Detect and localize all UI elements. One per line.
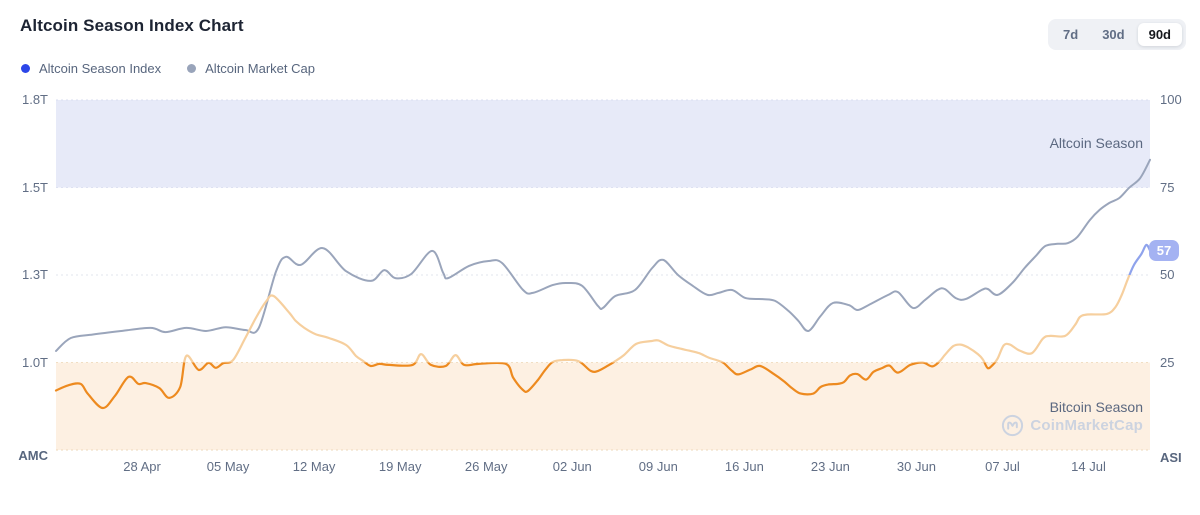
bitcoin-season-band-label: Bitcoin Season <box>1049 399 1143 415</box>
x-tick-09-Jun: 09 Jun <box>638 459 678 474</box>
range-7d-button[interactable]: 7d <box>1052 23 1089 46</box>
y-right-tick-25: 25 <box>1160 354 1175 370</box>
current-index-value-badge: 57 <box>1149 240 1179 261</box>
y-left-tick-1.8T: 1.8T <box>21 92 48 107</box>
line-asi-neutral <box>183 275 1131 363</box>
legend-item-altcoin-market-cap[interactable]: Altcoin Market Cap <box>187 61 315 76</box>
y-left-tick-1.5T: 1.5T <box>21 179 48 195</box>
y-left-tick-1.0T: 1.0T <box>21 354 48 370</box>
y-left-tick-1.3T: 1.3T <box>21 267 48 282</box>
page-title: Altcoin Season Index Chart <box>20 16 244 35</box>
coinmarketcap-watermark: CoinMarketCap <box>1001 414 1143 437</box>
x-tick-05-May: 05 May <box>206 459 250 474</box>
y-right-tick-75: 75 <box>1160 179 1175 195</box>
x-tick-26-May: 26 May <box>464 459 508 474</box>
x-tick-02-Jun: 02 Jun <box>552 459 592 474</box>
range-90d-button[interactable]: 90d <box>1137 23 1182 46</box>
range-30d-button[interactable]: 30d <box>1091 23 1135 46</box>
watermark-text: CoinMarketCap <box>1030 417 1143 434</box>
x-tick-28-Apr: 28 Apr <box>123 459 161 474</box>
legend-label: Altcoin Season Index <box>39 61 162 76</box>
legend-dot-gray-icon <box>187 64 197 73</box>
y-right-tick-100: 100 <box>1160 92 1182 107</box>
season-bands <box>56 100 1150 450</box>
gridlines <box>56 99 1150 451</box>
band-altcoin-season <box>56 100 1150 188</box>
y-right-axis-name: ASI <box>1160 450 1182 465</box>
line-altcoin-market-cap <box>55 158 1151 352</box>
y-left-axis-name: AMC <box>18 448 48 463</box>
coinmarketcap-logo-icon <box>1002 414 1024 437</box>
legend-item-altcoin-season-index[interactable]: Altcoin Season Index <box>21 61 161 76</box>
legend-label: Altcoin Market Cap <box>205 61 315 76</box>
altcoin-season-band-label: Altcoin Season <box>1049 135 1143 151</box>
line-asi-bitcoin-season <box>54 362 997 410</box>
series-lines <box>54 158 1152 410</box>
x-tick-07-Jul: 07 Jul <box>985 459 1020 474</box>
band-bitcoin-season <box>56 362 1150 450</box>
legend-dot-blue-icon <box>21 64 30 73</box>
x-tick-12-May: 12 May <box>292 459 336 474</box>
x-tick-30-Jun: 30 Jun <box>896 459 936 474</box>
y-right-tick-50: 50 <box>1160 267 1175 282</box>
x-tick-19-May: 19 May <box>378 459 422 474</box>
time-range-selector: 7d 30d 90d <box>1048 19 1186 50</box>
x-tick-14-Jul: 14 Jul <box>1071 459 1106 474</box>
x-tick-23-Jun: 23 Jun <box>810 459 850 474</box>
chart-legend: Altcoin Season Index Altcoin Market Cap <box>21 61 315 76</box>
x-tick-16-Jun: 16 Jun <box>724 459 764 474</box>
